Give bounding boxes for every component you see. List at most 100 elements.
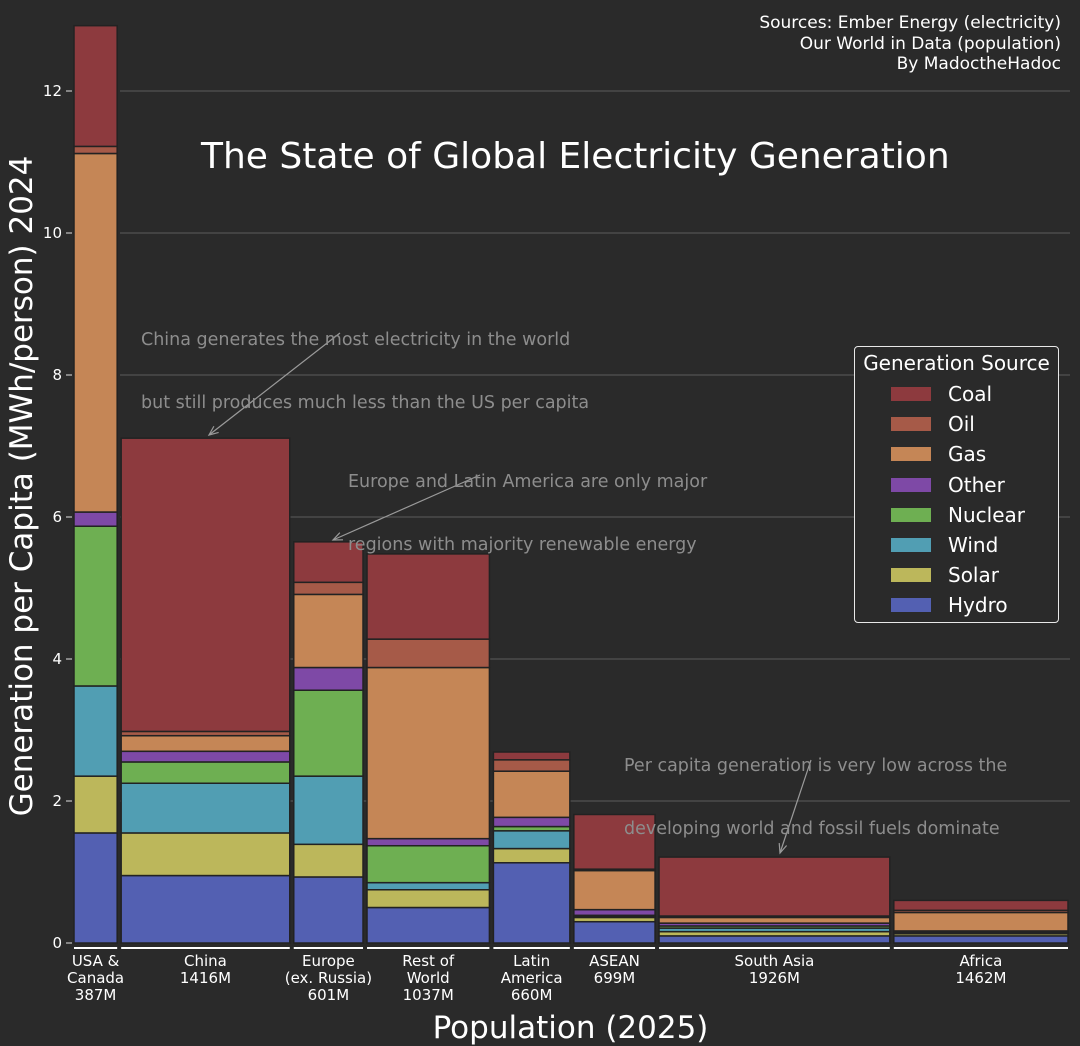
legend-swatch — [891, 568, 931, 583]
bar-segment-wind — [293, 775, 364, 846]
bar-europe-ex-russia — [293, 541, 364, 944]
y-tick-label: 2 — [52, 792, 62, 810]
legend-label: Nuclear — [948, 502, 1025, 527]
bar-segment-hydro — [73, 832, 118, 944]
bar-segment-hydro — [893, 935, 1069, 944]
legend-label: Gas — [948, 442, 987, 467]
bar-segment-hydro — [492, 862, 571, 944]
legend-label: Oil — [948, 412, 975, 437]
y-tick-label: 6 — [52, 508, 62, 526]
legend-label: Hydro — [948, 593, 1008, 618]
bar-segment-other — [73, 511, 118, 527]
bar-segment-coal — [293, 541, 364, 584]
sources-note: Sources: Ember Energy (electricity) Our … — [759, 13, 1061, 75]
legend-item-nuclear: Nuclear — [891, 503, 1025, 527]
bar-segment-gas — [293, 593, 364, 669]
annotation-line: regions with majority renewable energy — [348, 535, 697, 555]
x-tick-label: ASEAN — [589, 952, 640, 970]
bar-latin-america — [492, 751, 571, 944]
bar-segment-solar — [120, 832, 291, 877]
legend-swatch — [891, 447, 931, 462]
legend: Generation Source Coal Oil Gas Other Nuclear… — [854, 346, 1059, 623]
bar-segment-hydro — [658, 935, 891, 944]
bar-segment-hydro — [293, 876, 364, 944]
bar-segment-gas — [366, 666, 491, 840]
bar-rest-of-world — [366, 553, 491, 944]
bar-south-asia — [658, 856, 891, 944]
x-tick-label: Latin — [513, 952, 550, 970]
bar-segment-wind — [120, 782, 291, 834]
bar-segment-nuclear — [366, 844, 491, 884]
legend-label: Coal — [948, 382, 993, 406]
bar-china — [120, 437, 291, 944]
arrow-europe — [331, 474, 481, 541]
bar-segment-coal — [366, 553, 491, 640]
bar-segment-gas — [73, 152, 118, 513]
legend-item-oil: Oil — [891, 412, 975, 436]
x-tick-label: Africa — [960, 952, 1003, 970]
annotation-line: but still produces much less than the US… — [141, 393, 590, 413]
legend-item-solar: Solar — [891, 563, 999, 587]
y-tick-label: 12 — [43, 82, 62, 100]
bar-segment-gas — [658, 916, 891, 924]
annotation-europe: Europe and Latin America are only major … — [348, 430, 707, 577]
bar-segment-nuclear — [120, 761, 291, 785]
bar-segment-wind — [366, 881, 491, 891]
legend-label: Solar — [948, 563, 999, 588]
x-tick-population: 387M — [75, 986, 117, 1004]
annotation-developing-world: Per capita generation is very low across… — [624, 714, 1007, 861]
bar-segment-solar — [492, 847, 571, 864]
legend-swatch — [891, 598, 931, 613]
bar-segment-other — [120, 750, 291, 763]
y-tick-label: 8 — [52, 366, 62, 384]
bar-segment-gas — [573, 869, 656, 911]
bar-segment-solar — [73, 775, 118, 834]
legend-swatch — [891, 477, 931, 492]
y-axis-label: Generation per Capita (MWh/person) 2024 — [4, 155, 40, 817]
bar-segment-solar — [293, 843, 364, 878]
bar-segment-hydro — [366, 906, 491, 944]
annotation-line: China generates the most electricity in … — [141, 330, 571, 350]
annotation-line: developing world and fossil fuels domina… — [624, 819, 1000, 839]
bar-segment-gas — [893, 911, 1069, 932]
bar-segment-coal — [658, 856, 891, 917]
y-tick-label: 0 — [52, 934, 62, 952]
x-tick-label: (ex. Russia) — [285, 969, 372, 987]
bar-segment-oil — [492, 759, 571, 772]
x-tick-label: USA & — [72, 952, 120, 970]
bar-segment-coal — [573, 813, 656, 870]
legend-item-hydro: Hydro — [891, 593, 1008, 617]
bar-segment-wind — [73, 685, 118, 777]
arrow-china — [207, 332, 341, 436]
bar-segment-coal — [492, 751, 571, 761]
x-axis-label: Population (2025) — [432, 1010, 709, 1046]
x-tick-label: America — [501, 969, 563, 987]
x-tick-label: Europe — [302, 952, 355, 970]
bar-segment-other — [293, 666, 364, 691]
x-tick-population: 660M — [511, 986, 553, 1004]
bar-segment-wind — [492, 830, 571, 850]
legend-item-coal: Coal — [891, 382, 992, 406]
bar-segment-coal — [120, 437, 291, 733]
bar-segment-coal — [893, 899, 1069, 912]
legend-label: Other — [948, 472, 1005, 497]
bar-segment-other — [366, 837, 491, 847]
legend-swatch — [891, 417, 931, 432]
bar-segment-solar — [366, 889, 491, 909]
x-tick-label: China — [184, 952, 227, 970]
bar-segment-hydro — [573, 920, 656, 944]
x-tick-population: 1462M — [955, 969, 1006, 987]
bar-asean — [573, 813, 656, 944]
bars — [73, 24, 1069, 944]
legend-label: Wind — [948, 533, 999, 557]
x-tick-label: Rest of — [402, 952, 455, 970]
bar-segment-hydro — [120, 874, 291, 944]
x-tick-label: South Asia — [735, 952, 815, 970]
y-axis: 0 2 4 6 8 10 12 — [43, 82, 72, 952]
bar-segment-gas — [492, 770, 571, 819]
legend-swatch — [891, 507, 931, 522]
y-tick-label: 10 — [43, 224, 62, 242]
sources-line: Our World in Data (population) — [799, 33, 1061, 54]
